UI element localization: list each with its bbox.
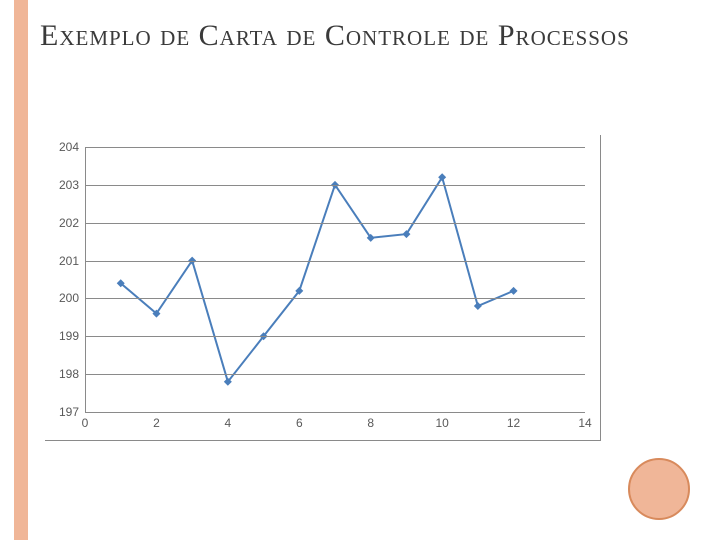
xtick-label: 0 <box>82 412 89 430</box>
ytick-label: 201 <box>59 254 85 268</box>
gridline <box>85 223 585 224</box>
slide: { "title": { "text": "Exemplo de Carta d… <box>0 0 720 540</box>
gridline <box>85 374 585 375</box>
ytick-label: 202 <box>59 216 85 230</box>
plot-area: 19719819920020120220320402468101214 <box>85 147 585 412</box>
accent-stripe <box>14 0 28 540</box>
xtick-label: 4 <box>225 412 232 430</box>
gridline <box>85 147 585 148</box>
circle-decoration <box>628 458 690 520</box>
xtick-label: 6 <box>296 412 303 430</box>
ytick-label: 204 <box>59 140 85 154</box>
xtick-label: 14 <box>578 412 591 430</box>
xtick-label: 8 <box>367 412 374 430</box>
ytick-label: 198 <box>59 367 85 381</box>
gridline <box>85 185 585 186</box>
ytick-label: 203 <box>59 178 85 192</box>
xtick-label: 12 <box>507 412 520 430</box>
page-title: Exemplo de Carta de Controle de Processo… <box>40 18 680 54</box>
xtick-label: 2 <box>153 412 160 430</box>
xtick-label: 10 <box>435 412 448 430</box>
gridline <box>85 261 585 262</box>
gridline <box>85 298 585 299</box>
data-series <box>85 147 585 412</box>
gridline <box>85 336 585 337</box>
ytick-label: 200 <box>59 291 85 305</box>
control-chart: 19719819920020120220320402468101214 <box>45 135 601 441</box>
ytick-label: 199 <box>59 329 85 343</box>
